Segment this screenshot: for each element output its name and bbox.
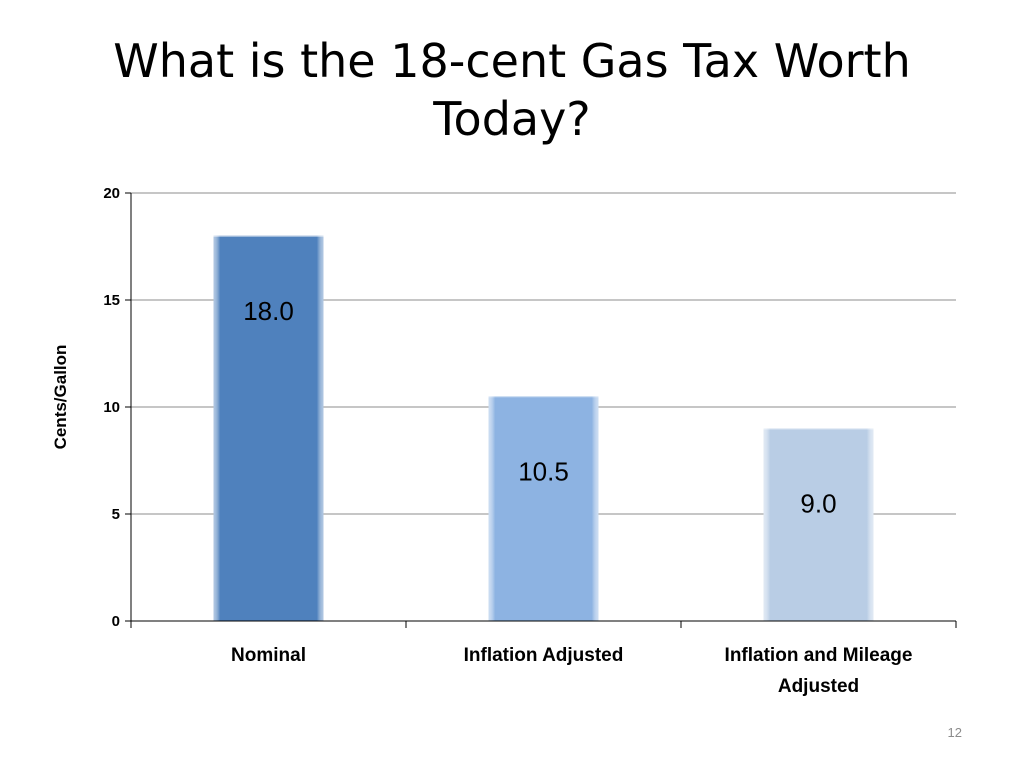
slide-number: 12 bbox=[947, 725, 962, 740]
category-label: Inflation and Mileage bbox=[725, 645, 913, 666]
data-label: 18.0 bbox=[243, 296, 294, 326]
category-label: Inflation Adjusted bbox=[464, 645, 624, 666]
data-label: 10.5 bbox=[518, 456, 569, 486]
bars bbox=[213, 235, 874, 622]
slide-title-line-1: What is the 18-cent Gas Tax Worth bbox=[113, 34, 911, 88]
category-label: Nominal bbox=[231, 645, 306, 666]
y-tick-label: 0 bbox=[112, 613, 120, 630]
bar-highlight bbox=[763, 428, 874, 621]
y-tick-label: 10 bbox=[103, 399, 120, 416]
axes bbox=[125, 192, 957, 628]
slide-title: What is the 18-cent Gas Tax Worth Today? bbox=[0, 32, 1024, 148]
y-tick-label: 15 bbox=[103, 292, 120, 309]
slide-title-line-2: Today? bbox=[433, 92, 591, 146]
data-label: 9.0 bbox=[800, 488, 836, 518]
labels: 0 5 10 15 20 18.0 Nominal 10.5 Inflation Adjuste… bbox=[51, 185, 912, 697]
y-tick-label: 5 bbox=[112, 506, 120, 523]
bar-highlight bbox=[213, 235, 324, 622]
y-axis-title: Cents/Gallon bbox=[51, 345, 70, 450]
category-label: Adjusted bbox=[778, 676, 859, 697]
y-tick-label: 20 bbox=[103, 185, 120, 202]
bar-highlight bbox=[488, 396, 599, 621]
